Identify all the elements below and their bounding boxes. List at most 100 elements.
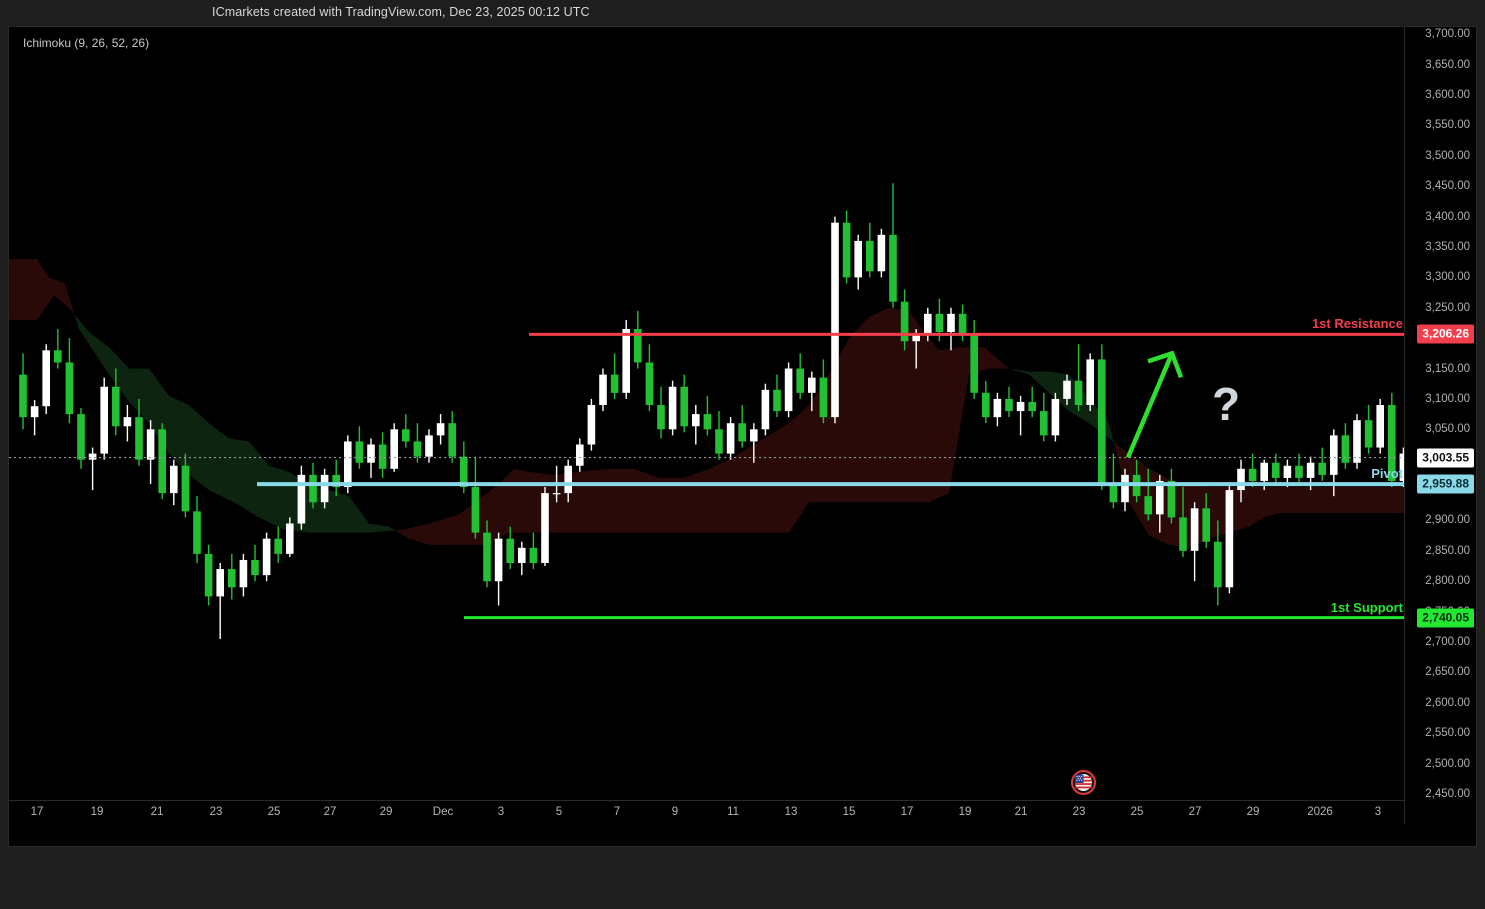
- level-badge-1st-resistance[interactable]: 3,206.26: [1417, 324, 1474, 344]
- candlestick[interactable]: [1376, 398, 1384, 454]
- candlestick[interactable]: [1214, 520, 1222, 606]
- candlestick[interactable]: [1086, 353, 1094, 412]
- candlestick[interactable]: [19, 353, 27, 430]
- candlestick[interactable]: [483, 520, 491, 588]
- candlestick[interactable]: [564, 459, 572, 503]
- candlestick[interactable]: [610, 353, 619, 399]
- drawing-annotations[interactable]: [9, 27, 1405, 824]
- candlestick[interactable]: [100, 377, 108, 460]
- candlestick[interactable]: [668, 380, 677, 436]
- candlestick[interactable]: [448, 411, 456, 463]
- us-flag-event-icon[interactable]: [1071, 770, 1096, 795]
- candlestick[interactable]: [378, 432, 387, 478]
- candlestick[interactable]: [1190, 502, 1199, 582]
- candlestick[interactable]: [1051, 392, 1060, 442]
- candlestick[interactable]: [947, 307, 955, 351]
- indicator-legend[interactable]: Ichimoku (9, 26, 52, 26): [23, 36, 150, 50]
- candlestick-series[interactable]: [9, 27, 1405, 824]
- candlestick[interactable]: [576, 438, 584, 472]
- candlestick[interactable]: [216, 562, 224, 639]
- candlestick[interactable]: [889, 183, 897, 308]
- candlestick[interactable]: [1179, 487, 1187, 557]
- candlestick[interactable]: [1399, 447, 1405, 488]
- candlestick[interactable]: [88, 447, 97, 491]
- candlestick[interactable]: [158, 423, 166, 500]
- candlestick[interactable]: [599, 368, 607, 412]
- candlestick[interactable]: [332, 459, 340, 497]
- candlestick[interactable]: [471, 456, 480, 539]
- chart-plot-area[interactable]: Ichimoku (9, 26, 52, 26) ?: [9, 27, 1405, 824]
- candlestick[interactable]: [854, 234, 862, 290]
- candlestick[interactable]: [784, 362, 793, 418]
- candlestick[interactable]: [1202, 493, 1210, 548]
- candlestick[interactable]: [274, 526, 282, 563]
- candlestick[interactable]: [286, 517, 294, 557]
- candlestick[interactable]: [680, 374, 688, 433]
- chart-plot-frame[interactable]: Ichimoku (9, 26, 52, 26) ?: [8, 26, 1477, 847]
- candlestick[interactable]: [819, 359, 828, 424]
- candlestick[interactable]: [1098, 344, 1106, 491]
- candlestick[interactable]: [367, 438, 375, 478]
- candlestick[interactable]: [738, 404, 746, 448]
- candlestick[interactable]: [993, 392, 1002, 427]
- candlestick[interactable]: [657, 386, 665, 439]
- candlestick[interactable]: [228, 553, 236, 600]
- candlestick[interactable]: [146, 420, 155, 484]
- candlestick[interactable]: [135, 398, 143, 466]
- candlestick[interactable]: [831, 216, 839, 424]
- candlestick[interactable]: [1063, 374, 1071, 405]
- candlestick[interactable]: [726, 417, 735, 460]
- candlestick[interactable]: [1109, 453, 1118, 509]
- candlestick[interactable]: [297, 465, 306, 530]
- candlestick[interactable]: [413, 423, 422, 463]
- candlestick[interactable]: [204, 544, 213, 606]
- candlestick[interactable]: [390, 423, 398, 472]
- candlestick[interactable]: [1353, 414, 1361, 469]
- candlestick[interactable]: [982, 380, 990, 424]
- candlestick[interactable]: [877, 228, 886, 278]
- candlestick[interactable]: [808, 371, 816, 412]
- candlestick[interactable]: [842, 210, 851, 284]
- candlestick[interactable]: [251, 544, 259, 582]
- candlestick[interactable]: [1016, 395, 1025, 436]
- candlestick[interactable]: [1295, 453, 1303, 484]
- candlestick[interactable]: [1167, 468, 1176, 524]
- candlestick[interactable]: [320, 468, 329, 509]
- price-axis[interactable]: 3,700.00 3,650.00 3,600.00 3,550.00 3,500.00…: [1404, 27, 1476, 824]
- candlestick[interactable]: [42, 344, 50, 415]
- time-axis[interactable]: 17 19 21 23 25 27 29 Dec 3 5 7 9 11 13 15 17 19 21 23 25 27 2…: [9, 800, 1405, 824]
- candlestick[interactable]: [645, 344, 654, 412]
- candlestick[interactable]: [1341, 423, 1350, 469]
- candlestick[interactable]: [193, 496, 201, 563]
- candlestick[interactable]: [54, 329, 62, 369]
- candlestick[interactable]: [541, 487, 549, 567]
- candlestick[interactable]: [1144, 468, 1152, 521]
- candlestick[interactable]: [1237, 459, 1245, 503]
- candlestick[interactable]: [1318, 447, 1326, 481]
- candlestick[interactable]: [239, 553, 248, 597]
- candlestick[interactable]: [123, 404, 132, 442]
- candlestick[interactable]: [30, 400, 39, 436]
- candlestick[interactable]: [65, 338, 74, 424]
- current-price-badge[interactable]: 3,003.55: [1417, 448, 1474, 468]
- candlestick[interactable]: [494, 532, 503, 606]
- candlestick[interactable]: [529, 532, 538, 570]
- candlestick[interactable]: [436, 414, 445, 445]
- candlestick[interactable]: [761, 383, 770, 436]
- candlestick[interactable]: [1005, 386, 1013, 418]
- candlestick[interactable]: [112, 368, 120, 436]
- candlestick[interactable]: [692, 404, 700, 445]
- candlestick[interactable]: [355, 426, 364, 469]
- up-arrow-shaft[interactable]: [1125, 352, 1175, 459]
- level-badge-1st-support[interactable]: 2,740.05: [1417, 608, 1474, 628]
- candlestick[interactable]: [1074, 344, 1083, 412]
- candlestick[interactable]: [262, 532, 271, 582]
- up-arrow-head[interactable]: [1147, 350, 1184, 379]
- candlestick[interactable]: [1388, 392, 1396, 488]
- candlestick[interactable]: [634, 310, 642, 369]
- candlestick[interactable]: [181, 453, 190, 518]
- price-level-lines[interactable]: [9, 27, 1405, 824]
- candlestick[interactable]: [703, 395, 712, 436]
- candlestick[interactable]: [1121, 468, 1129, 512]
- candlestick[interactable]: [1248, 453, 1257, 488]
